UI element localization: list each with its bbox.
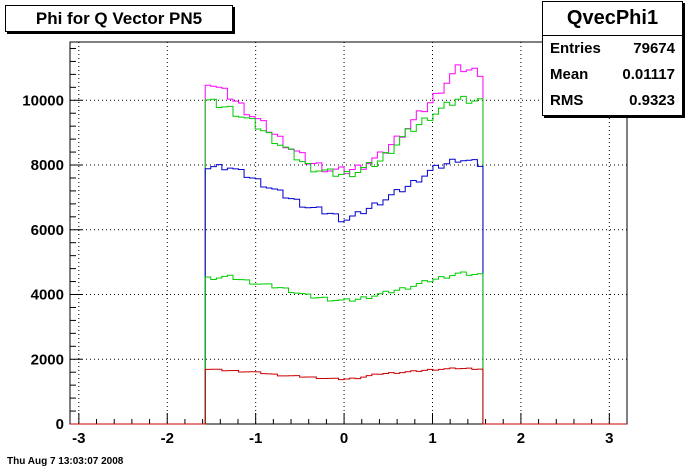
timestamp: Thu Aug 7 13:03:07 2008: [7, 456, 124, 467]
stats-value: 0.9323: [629, 92, 675, 109]
y-tick-label: 0: [56, 416, 64, 433]
y-tick-label: 4000: [31, 287, 64, 304]
x-tick-label: 1: [428, 430, 436, 447]
axis-ticks: [70, 47, 610, 425]
stats-histogram-name: QvecPhi1: [543, 2, 682, 36]
x-tick-labels: -3 -2 -1 0 1 2 3: [72, 430, 613, 447]
stats-row-mean: Mean 0.01117: [543, 62, 682, 88]
x-tick-label: -1: [249, 430, 262, 447]
x-tick-label: 0: [340, 430, 348, 447]
series-group: [70, 64, 627, 425]
series-line: [70, 271, 627, 425]
stats-row-entries: Entries 79674: [543, 36, 682, 62]
stats-value: 0.01117: [622, 66, 675, 83]
stats-value: 79674: [633, 40, 675, 57]
y-tick-label: 6000: [31, 222, 64, 239]
chart-title: Phi for Q Vector PN5: [5, 5, 233, 32]
series-line: [70, 64, 627, 425]
stats-box: QvecPhi1 Entries 79674 Mean 0.01117 RMS …: [542, 1, 683, 116]
y-tick-labels: 0 2000 4000 6000 8000 10000: [22, 92, 64, 433]
y-tick-label: 8000: [31, 157, 64, 174]
plot-frame: [69, 41, 628, 425]
series-line: [70, 158, 627, 425]
stats-label: Mean: [550, 66, 589, 83]
series-line: [70, 367, 627, 425]
stats-row-rms: RMS 0.9323: [543, 88, 682, 114]
x-tick-label: 3: [605, 430, 613, 447]
x-tick-label: 2: [517, 430, 525, 447]
stats-label: RMS: [550, 92, 584, 109]
x-tick-label: -3: [72, 430, 85, 447]
y-tick-label: 2000: [31, 351, 64, 368]
y-tick-label: 10000: [22, 92, 64, 109]
stats-label: Entries: [550, 40, 601, 57]
x-tick-label: -2: [161, 430, 174, 447]
series-line: [70, 95, 627, 425]
